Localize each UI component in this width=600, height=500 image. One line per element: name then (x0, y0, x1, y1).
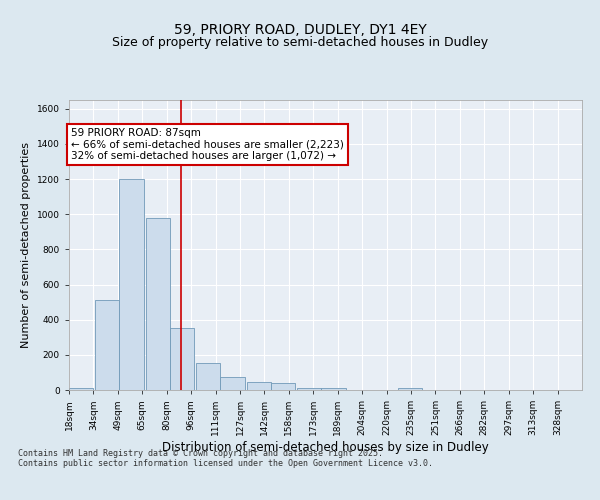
Bar (398, 388, 422, 390)
Text: Contains HM Land Registry data © Crown copyright and database right 2025.: Contains HM Land Registry data © Crown c… (18, 448, 383, 458)
Bar (119, 179, 144, 390)
Y-axis label: Number of semi-detached properties: Number of semi-detached properties (22, 142, 31, 348)
Bar (322, 388, 346, 390)
Bar (170, 328, 194, 390)
Text: Size of property relative to semi-detached houses in Dudley: Size of property relative to semi-detach… (112, 36, 488, 49)
X-axis label: Distribution of semi-detached houses by size in Dudley: Distribution of semi-detached houses by … (162, 441, 489, 454)
Bar (220, 377, 245, 390)
Text: 59, PRIORY ROAD, DUDLEY, DY1 4EY: 59, PRIORY ROAD, DUDLEY, DY1 4EY (173, 22, 427, 36)
Bar (146, 218, 170, 390)
Bar (95, 300, 119, 390)
Bar (271, 383, 295, 390)
Bar (69, 388, 94, 390)
Text: 59 PRIORY ROAD: 87sqm
← 66% of semi-detached houses are smaller (2,223)
32% of s: 59 PRIORY ROAD: 87sqm ← 66% of semi-deta… (71, 128, 344, 162)
Bar (297, 388, 322, 390)
Bar (196, 363, 220, 390)
Text: Contains public sector information licensed under the Open Government Licence v3: Contains public sector information licen… (18, 458, 433, 468)
Bar (247, 382, 271, 390)
